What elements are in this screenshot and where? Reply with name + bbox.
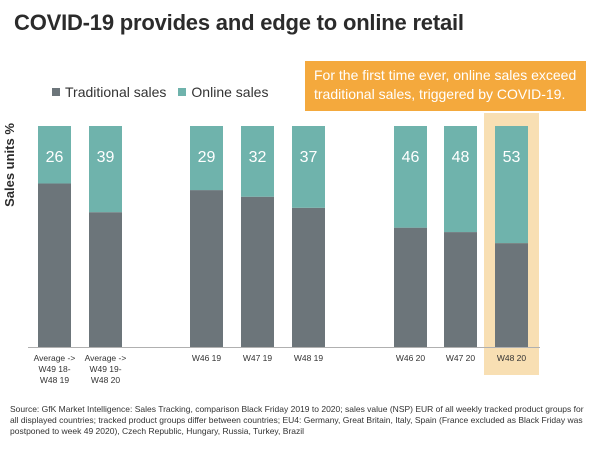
bar-online-6 xyxy=(444,126,477,233)
bar-online-2 xyxy=(190,126,223,191)
x-tick-label-3-0: W47 19 xyxy=(243,353,273,363)
data-label-online-7: 53 xyxy=(503,149,521,166)
bar-online-0 xyxy=(38,126,71,184)
x-tick-label-0-0: Average -> xyxy=(34,353,76,363)
legend-label-online: Online sales xyxy=(191,84,269,100)
x-tick-label-0-1: W49 18- xyxy=(38,364,70,374)
bar-traditional-6 xyxy=(444,232,477,347)
x-tick-label-6-0: W47 20 xyxy=(446,353,476,363)
bar-online-5 xyxy=(394,126,427,228)
data-label-online-6: 48 xyxy=(452,149,470,166)
data-label-online-5: 46 xyxy=(402,149,420,166)
bar-online-3 xyxy=(241,126,274,197)
bar-online-4 xyxy=(292,126,325,208)
data-label-online-1: 39 xyxy=(97,149,115,166)
x-tick-label-1-1: W49 19- xyxy=(89,364,121,374)
legend-item-online: Online sales xyxy=(178,84,268,100)
legend-label-traditional: Traditional sales xyxy=(65,84,167,100)
bar-traditional-5 xyxy=(394,227,427,347)
x-tick-label-1-0: Average -> xyxy=(85,353,127,363)
data-label-online-0: 26 xyxy=(46,149,64,166)
x-tick-label-4-0: W48 19 xyxy=(294,353,324,363)
bar-online-1 xyxy=(89,126,122,213)
legend-swatch-online xyxy=(178,88,187,96)
legend: Traditional sales Online sales xyxy=(52,84,268,100)
x-tick-label-0-2: W48 19 xyxy=(40,375,70,385)
source-note: Source: GfK Market Intelligence: Sales T… xyxy=(10,404,584,436)
callout-box: For the first time ever, online sales ex… xyxy=(305,61,586,111)
legend-item-traditional: Traditional sales xyxy=(52,84,166,100)
bar-traditional-3 xyxy=(241,196,274,347)
bar-traditional-7 xyxy=(495,243,528,347)
x-tick-label-1-2: W48 20 xyxy=(91,375,121,385)
x-tick-label-2-0: W46 19 xyxy=(192,353,222,363)
chart-title: COVID-19 provides and edge to online ret… xyxy=(14,10,464,35)
bar-online-7 xyxy=(495,126,528,244)
bar-traditional-2 xyxy=(190,190,223,347)
bar-traditional-0 xyxy=(38,183,71,347)
data-label-online-4: 37 xyxy=(300,149,318,166)
x-tick-label-5-0: W46 20 xyxy=(396,353,426,363)
data-label-online-3: 32 xyxy=(249,149,267,166)
bar-traditional-4 xyxy=(292,207,325,347)
x-tick-label-7-0: W48 20 xyxy=(497,353,527,363)
legend-swatch-traditional xyxy=(52,88,60,96)
data-label-online-2: 29 xyxy=(198,149,216,166)
bar-traditional-1 xyxy=(89,212,122,347)
